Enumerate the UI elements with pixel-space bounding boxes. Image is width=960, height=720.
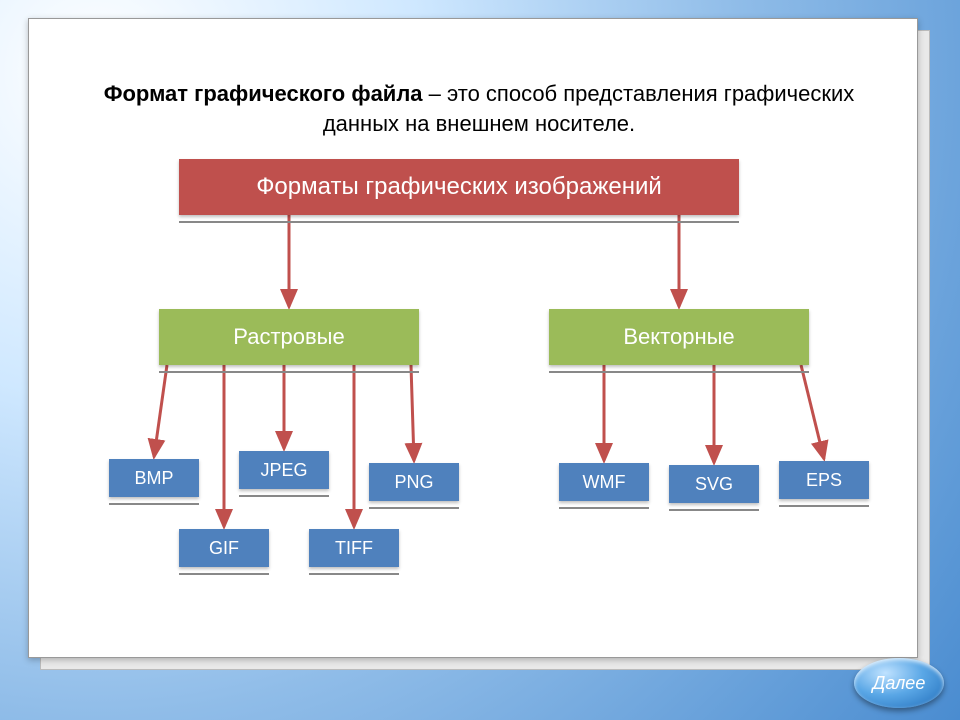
node-vector: Векторные (549, 309, 809, 365)
heading-text: Формат графического файла – это способ п… (69, 79, 889, 138)
node-eps: EPS (779, 461, 869, 499)
heading-bold: Формат графического файла (104, 81, 423, 106)
next-button-label: Далее (873, 673, 926, 694)
node-png: PNG (369, 463, 459, 501)
slide-frame: Формат графического файла – это способ п… (28, 18, 918, 658)
node-jpeg: JPEG (239, 451, 329, 489)
node-tiff: TIFF (309, 529, 399, 567)
node-svg: SVG (669, 465, 759, 503)
node-bmp: BMP (109, 459, 199, 497)
node-root: Форматы графических изображений (179, 159, 739, 215)
node-wmf: WMF (559, 463, 649, 501)
node-raster: Растровые (159, 309, 419, 365)
next-button[interactable]: Далее (854, 658, 944, 708)
node-gif: GIF (179, 529, 269, 567)
